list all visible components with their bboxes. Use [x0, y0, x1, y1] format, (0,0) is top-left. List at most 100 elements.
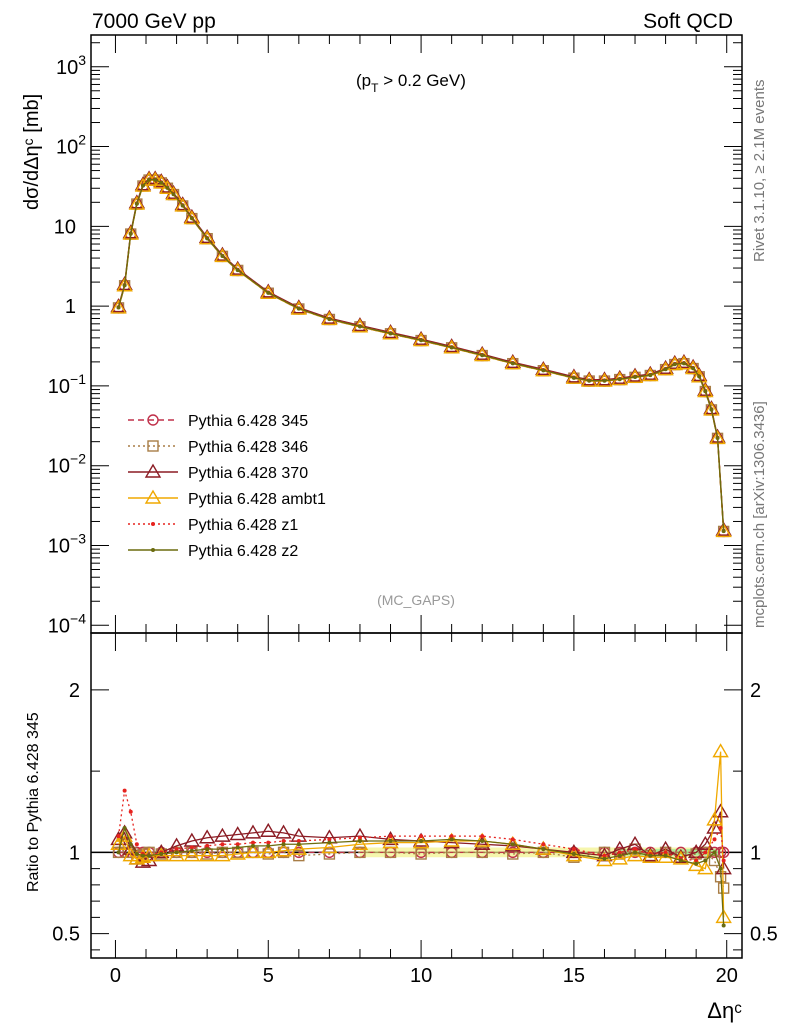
data-point-pythia-6-428-ambt1: [290, 300, 308, 315]
side-label-mcplots: mcplots.cern.ch [arXiv:1306.3436]: [751, 401, 768, 628]
ratio-point-pythia-6-428-z1: [419, 834, 424, 839]
ratio-point-pythia-6-428-370: [229, 826, 246, 841]
ratio-point-pythia-6-428-z2: [541, 847, 546, 852]
ratio-point-pythia-6-428-345: [708, 846, 721, 859]
ratio-point-pythia-6-428-z2: [388, 839, 393, 843]
ratio-point-pythia-6-428-370: [198, 829, 216, 844]
ratio-point-pythia-6-428-z1: [703, 850, 708, 855]
ratio-point-pythia-6-428-346: [354, 846, 366, 859]
data-point-pythia-6-428-ambt1: [174, 197, 191, 212]
data-point-pythia-6-428-ambt1: [715, 523, 732, 538]
ratio-point-pythia-6-428-z1: [357, 835, 362, 840]
ratio-y-axis-label: Ratio to Pythia 6.428 345: [25, 712, 42, 892]
ratio-point-pythia-6-428-z2: [633, 850, 638, 855]
side-label-rivet: Rivet 3.1.10, ≥ 2.1M events: [751, 80, 768, 263]
x-tick-label: 20: [716, 965, 738, 987]
ratio-point-pythia-6-428-370: [706, 819, 723, 834]
ratio-point-pythia-6-428-ambt1: [244, 843, 262, 859]
ratio-line-pythia-6-428-z2: [117, 825, 725, 926]
data-point-pythia-6-428-z2: [205, 236, 210, 241]
ratio-point-pythia-6-428-z1: [205, 843, 210, 848]
ratio-point-pythia-6-428-z1: [189, 845, 194, 850]
ratio-point-pythia-6-428-346: [323, 848, 336, 860]
legend: Pythia 6.428 345 Pythia 6.428 346 Pythia 6…: [128, 413, 326, 560]
ratio-point-pythia-6-428-z2: [128, 842, 133, 847]
ratio-point-pythia-6-428-370: [244, 824, 262, 839]
ratio-point-pythia-6-428-ambt1: [687, 856, 705, 872]
ratio-point-pythia-6-428-z1: [449, 834, 454, 839]
ratio-point-pythia-6-428-ambt1: [321, 839, 338, 854]
series-line-pythia-6-428-z2: [117, 179, 725, 532]
ratio-point-pythia-6-428-ambt1: [473, 832, 491, 847]
ratio-point-pythia-6-428-z2: [122, 826, 127, 830]
data-point-pythia-6-428-z2: [388, 331, 393, 336]
ratio-point-pythia-6-428-ambt1: [290, 840, 308, 855]
ratio-point-pythia-6-428-346: [293, 849, 305, 862]
data-point-pythia-6-428-ambt1: [110, 299, 127, 314]
data-point-pythia-6-428-z2: [709, 407, 714, 412]
ratio-point-pythia-6-428-370: [260, 822, 277, 837]
ratio-point-pythia-6-428-ambt1: [275, 842, 292, 857]
data-point-pythia-6-428-z2: [721, 529, 726, 534]
data-point-pythia-6-428-z2: [663, 367, 668, 372]
legend-label-pythia-6-428-z2: Pythia 6.428 z2: [188, 543, 298, 560]
data-point-pythia-6-428-z2: [266, 290, 271, 295]
ratio-point-pythia-6-428-z2: [703, 858, 708, 863]
ratio-point-pythia-6-428-z2: [266, 843, 271, 848]
ratio-point-pythia-6-428-z2: [174, 850, 179, 855]
ratio-point-pythia-6-428-z1: [721, 858, 726, 863]
ratio-point-pythia-6-428-346: [415, 848, 427, 860]
header-right: Soft QCD: [643, 10, 733, 33]
ratio-point-pythia-6-428-ambt1: [214, 847, 231, 862]
data-point-pythia-6-428-z2: [140, 183, 145, 188]
ratio-point-pythia-6-428-z2: [116, 850, 121, 855]
data-point-pythia-6-428-z2: [165, 185, 170, 190]
ratio-y-tick-label-left: 0.5: [52, 924, 80, 946]
ratio-point-pythia-6-428-ambt1: [260, 843, 277, 859]
ratio-point-pythia-6-428-ambt1: [183, 847, 201, 862]
ratio-point-pythia-6-428-z1: [541, 842, 546, 847]
ratio-point-pythia-6-428-ambt1: [596, 852, 613, 867]
ratio-point-pythia-6-428-z1: [571, 847, 576, 852]
x-ticks: 0 5 10 15 20: [110, 35, 738, 987]
data-point-pythia-6-428-z2: [449, 345, 454, 350]
ratio-point-pythia-6-428-z2: [220, 847, 225, 852]
ratio-point-pythia-6-428-z1: [617, 850, 622, 855]
main-y-tick-label: 102: [56, 132, 86, 159]
data-point-pythia-6-428-z2: [159, 180, 164, 185]
ratio-point-pythia-6-428-z1: [602, 853, 607, 858]
ratio-point-pythia-6-428-ambt1: [672, 850, 690, 865]
ratio-point-pythia-6-428-370: [275, 824, 292, 839]
x-tick-label: 10: [410, 965, 432, 987]
data-point-pythia-6-428-ambt1: [675, 355, 693, 370]
ratio-point-pythia-6-428-370: [697, 835, 714, 850]
ratio-point-pythia-6-428-z1: [220, 842, 225, 847]
legend-label-pythia-6-428-346: Pythia 6.428 346: [188, 439, 308, 456]
ratio-point-pythia-6-428-370: [412, 832, 430, 847]
series-pythia-6-428-346: [112, 174, 730, 538]
ratio-point-pythia-6-428-z1: [633, 847, 638, 852]
annotation-pt-cut: (pT > 0.2 GeV): [356, 71, 466, 95]
legend-label-pythia-6-428-370: Pythia 6.428 370: [188, 465, 308, 482]
main-y-tick-label: 10−3: [48, 530, 86, 557]
ratio-point-pythia-6-428-z1: [718, 826, 723, 830]
data-point-pythia-6-428-z2: [122, 283, 127, 288]
ratio-point-pythia-6-428-z2: [663, 853, 668, 858]
data-point-pythia-6-428-ambt1: [198, 230, 216, 245]
ratio-point-pythia-6-428-370: [140, 852, 158, 867]
main-series-group: [110, 170, 732, 538]
ratio-point-pythia-6-428-z1: [250, 840, 255, 845]
ratio-y-tick-label-left: 1: [69, 842, 80, 864]
legend-marker-pythia-6-428-ambt1: [144, 489, 162, 504]
ratio-point-pythia-6-428-ambt1: [110, 835, 127, 850]
data-point-pythia-6-428-z2: [672, 362, 677, 367]
data-point-pythia-6-428-z2: [357, 324, 362, 329]
main-y-tick-label: 10: [54, 216, 76, 238]
ratio-point-pythia-6-428-z1: [128, 809, 133, 814]
data-point-pythia-6-428-z2: [134, 201, 139, 206]
ratio-y-ticks: 0.5 0.5 1 1 2 2: [52, 680, 778, 951]
ratio-point-pythia-6-428-z1: [327, 837, 332, 842]
ratio-point-pythia-6-428-z1: [122, 788, 127, 793]
ratio-line-pythia-6-428-z1: [117, 790, 725, 862]
ratio-series-pythia-6-428-z2: [116, 825, 726, 928]
